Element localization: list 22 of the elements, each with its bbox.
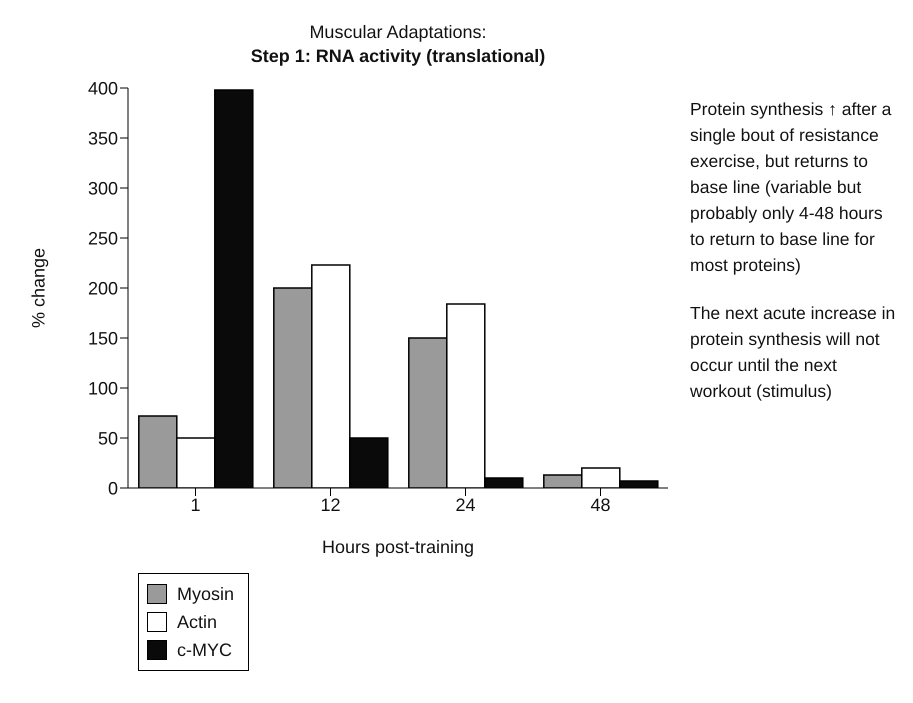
y-tick-label: 50 <box>98 428 118 448</box>
y-tick-label: 0 <box>108 478 118 498</box>
y-axis-title: % change <box>28 248 48 328</box>
legend-label: Actin <box>177 612 218 632</box>
legend-label: Myosin <box>177 584 234 604</box>
chart-title: Muscular Adaptations: <box>308 21 488 44</box>
x-tick-label: 48 <box>590 494 611 515</box>
x-tick-label: 1 <box>190 494 201 515</box>
y-tick-label: 300 <box>88 178 118 198</box>
y-tick-label: 100 <box>88 378 118 398</box>
legend-label: c-MYC <box>177 640 232 660</box>
chart-subtitle: Step 1: RNA activity (translational) <box>250 45 546 68</box>
x-tick-label: 12 <box>320 494 341 515</box>
y-tick-label: 400 <box>88 78 118 98</box>
x-tick-label: 24 <box>455 494 476 515</box>
x-axis-title: Hours post-training <box>322 537 474 557</box>
y-tick-label: 350 <box>88 128 118 148</box>
text: The next acute increase in protein synthesis will not occur until the next workout (stimulus) <box>690 302 896 403</box>
y-tick-label: 150 <box>88 328 118 348</box>
y-tick-label: 200 <box>88 278 118 298</box>
y-tick-label: 250 <box>88 228 118 248</box>
text: Protein synthesis ↑ after a single bout of resistance exercise, but returns to base line (variable but probably only 4-48 hours to return to base line for most proteins) <box>690 98 892 277</box>
